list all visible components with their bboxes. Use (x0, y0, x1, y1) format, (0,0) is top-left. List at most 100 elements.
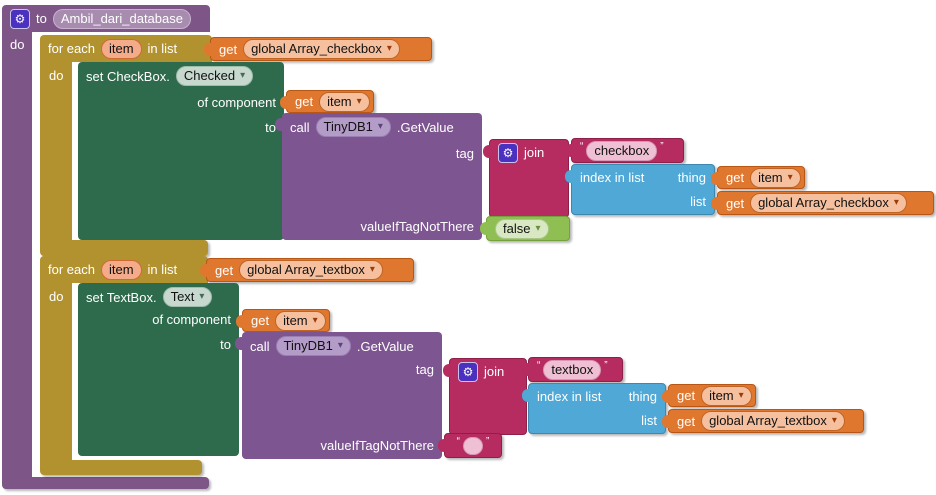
for-each-label: for each (48, 41, 95, 56)
variable-dropdown[interactable]: global Array_checkbox ▾ (243, 39, 400, 59)
loop-variable-field[interactable]: item (100, 259, 142, 280)
variable-dropdown[interactable]: global Array_textbox ▾ (701, 411, 845, 431)
procedure-name-field[interactable]: Ambil_dari_database (52, 8, 191, 29)
mutator-gear-icon[interactable]: ⚙ (10, 8, 30, 29)
empty-string-block[interactable]: “ ” (438, 433, 502, 458)
get-label: get (219, 41, 238, 57)
for-each-do-label: do (49, 68, 64, 83)
call-tinydb-getvalue-block[interactable]: call TinyDB1 ▾ .GetValue tag valueIfTagN… (235, 332, 442, 459)
property-name: Checked (183, 68, 236, 83)
procedure-block-spine[interactable] (2, 30, 32, 478)
dropdown-arrow-icon: ▾ (377, 121, 383, 132)
call-label: call (290, 120, 310, 135)
dropdown-arrow-icon: ▾ (199, 291, 205, 302)
call-label: call (250, 339, 270, 354)
for-each-textbox-header[interactable]: for each item in list (40, 256, 208, 283)
mutator-gear-icon[interactable]: ⚙ (458, 361, 478, 382)
dropdown-arrow-icon: ▾ (369, 264, 375, 275)
logic-value: false (503, 220, 531, 236)
get-item-block[interactable]: get item ▾ (280, 90, 374, 113)
get-item-block[interactable]: get item ▾ (236, 309, 330, 332)
open-quote-icon: “ (580, 141, 584, 152)
property-name: Text (170, 289, 195, 304)
get-label: get (295, 94, 314, 109)
variable-dropdown[interactable]: item ▾ (750, 167, 801, 188)
variable-dropdown[interactable]: item ▾ (319, 91, 370, 112)
list-socket-label: list (690, 194, 706, 210)
to-socket-label: to (265, 120, 276, 135)
dropdown-arrow-icon: ▾ (831, 415, 837, 426)
property-dropdown[interactable]: Checked ▾ (175, 66, 254, 86)
dropdown-arrow-icon: ▾ (356, 95, 362, 107)
get-global-array-textbox-block[interactable]: get global Array_textbox ▾ (662, 409, 864, 433)
variable-name: item (709, 387, 734, 403)
of-component-label: of component (197, 95, 276, 110)
open-quote-icon: “ (456, 436, 460, 447)
component-name: TinyDB1 (323, 119, 373, 134)
get-label: get (677, 413, 696, 429)
variable-dropdown[interactable]: item ▾ (701, 385, 752, 406)
tag-socket-label: tag (415, 362, 434, 377)
open-quote-icon: “ (537, 360, 541, 371)
set-label: set TextBox. (86, 290, 157, 305)
variable-dropdown[interactable]: item ▾ (275, 310, 326, 331)
close-quote-icon: ” (486, 436, 490, 447)
component-dropdown[interactable]: TinyDB1 ▾ (315, 117, 391, 137)
index-in-list-label: index in list (537, 388, 602, 404)
value-if-tag-not-there-label: valueIfTagNotThere (360, 219, 474, 234)
index-in-list-block[interactable]: index in list thing list (522, 383, 666, 434)
get-global-array-checkbox-block[interactable]: get global Array_checkbox ▾ (204, 37, 432, 61)
variable-dropdown[interactable]: global Array_textbox ▾ (239, 260, 383, 280)
variable-name: global Array_checkbox (758, 195, 889, 210)
method-label: .GetValue (396, 120, 454, 135)
for-each-checkbox-header[interactable]: for each item in list (40, 35, 212, 62)
get-label: get (726, 170, 745, 185)
string-text-field[interactable] (463, 436, 483, 455)
set-textbox-text-block[interactable]: set TextBox. Text ▾ of component to (78, 283, 239, 456)
get-item-block[interactable]: get item ▾ (662, 384, 756, 407)
for-each-textbox-spine[interactable] (40, 283, 72, 461)
variable-name: global Array_textbox (709, 413, 827, 428)
logic-value-dropdown[interactable]: false ▾ (495, 218, 549, 239)
index-in-list-label: index in list (580, 169, 645, 185)
for-each-checkbox-spine[interactable] (40, 62, 72, 241)
variable-dropdown[interactable]: global Array_checkbox ▾ (750, 193, 907, 213)
text-string-textbox-block[interactable]: “ textbox ” (522, 357, 623, 382)
string-text-field[interactable]: checkbox (586, 140, 658, 161)
logic-false-block[interactable]: false ▾ (480, 216, 570, 241)
mutator-gear-icon[interactable]: ⚙ (498, 142, 518, 163)
procedure-block-header[interactable]: ⚙ to Ambil_dari_database (2, 5, 210, 32)
call-tinydb-getvalue-block[interactable]: call TinyDB1 ▾ .GetValue tag valueIfTagN… (275, 113, 482, 240)
variable-name: item (327, 93, 352, 109)
index-in-list-block[interactable]: index in list thing list (565, 164, 715, 215)
procedure-block-bottom[interactable] (2, 477, 209, 489)
method-label: .GetValue (356, 339, 414, 354)
thing-socket-label: thing (628, 388, 657, 404)
set-label: set CheckBox. (86, 69, 170, 84)
list-socket-label: list (641, 413, 657, 429)
tag-socket-label: tag (455, 146, 474, 161)
in-list-label: in list (147, 262, 178, 277)
string-text-field[interactable]: textbox (543, 359, 602, 380)
text-string-checkbox-block[interactable]: “ checkbox ” (565, 138, 684, 163)
component-dropdown[interactable]: TinyDB1 ▾ (275, 336, 351, 356)
property-dropdown[interactable]: Text ▾ (162, 287, 213, 307)
get-label: get (677, 388, 696, 403)
dropdown-arrow-icon: ▾ (535, 222, 541, 234)
join-label: join (484, 364, 505, 379)
for-each-checkbox-bottom[interactable] (40, 240, 208, 256)
get-global-array-checkbox-block[interactable]: get global Array_checkbox ▾ (711, 191, 934, 215)
dropdown-arrow-icon: ▾ (337, 340, 343, 351)
variable-name: global Array_checkbox (251, 41, 382, 56)
for-each-do-label: do (49, 289, 64, 304)
dropdown-arrow-icon: ▾ (893, 197, 899, 208)
loop-variable-field[interactable]: item (100, 38, 142, 59)
join-block[interactable]: ⚙ join (443, 358, 527, 435)
variable-name: item (283, 312, 308, 328)
get-global-array-textbox-block[interactable]: get global Array_textbox ▾ (200, 258, 414, 282)
set-checkbox-checked-block[interactable]: set CheckBox. Checked ▾ of component to (78, 62, 284, 240)
get-item-block[interactable]: get item ▾ (711, 166, 805, 189)
for-each-textbox-bottom[interactable] (40, 460, 202, 475)
join-block[interactable]: ⚙ join (483, 139, 569, 218)
